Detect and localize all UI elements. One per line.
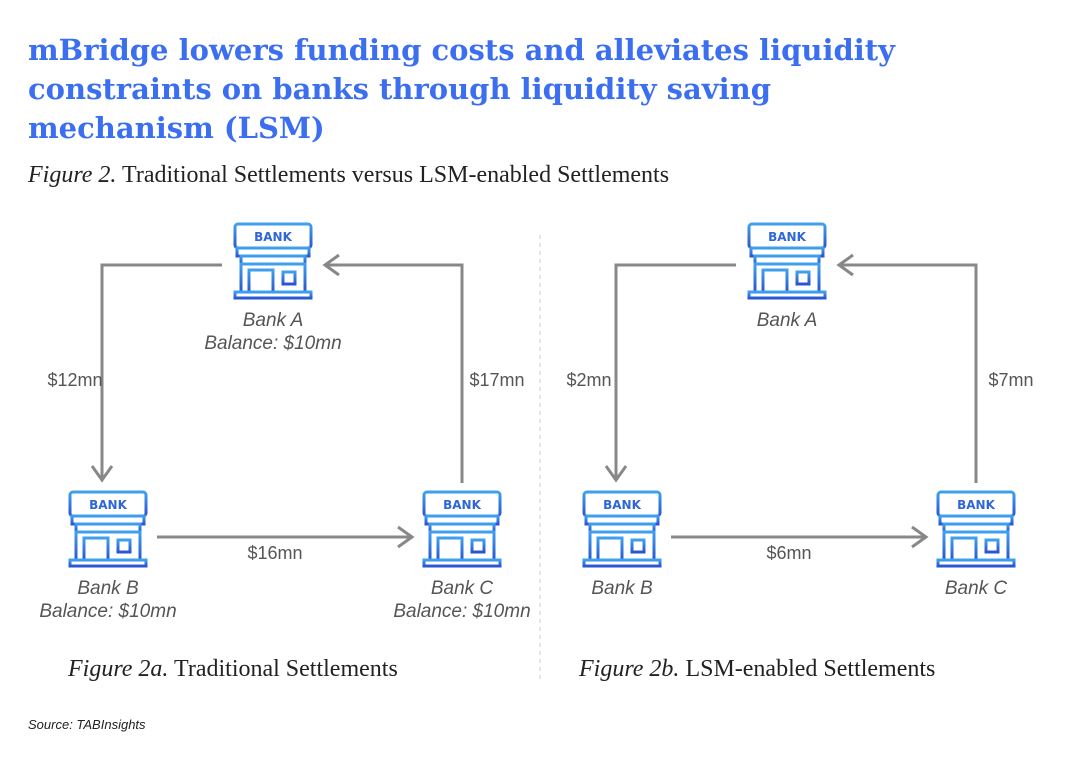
caption-label: Figure 2b. [578, 656, 679, 682]
title-line: mechanism (LSM) [28, 111, 325, 145]
title-line: constraints on banks through liquidity s… [28, 72, 771, 106]
arrow [614, 263, 736, 478]
icon-label: BANK [957, 498, 995, 512]
panel-caption: Figure 2a. Traditional Settlements [67, 656, 398, 682]
arrow [841, 263, 978, 483]
title-line: mBridge lowers funding costs and allevia… [28, 33, 896, 67]
bank-balance: Balance: $10mn [39, 601, 176, 622]
amount: $17mn [469, 370, 524, 390]
bank-label: Bank B [77, 578, 139, 599]
arrow-head [397, 525, 415, 549]
caption-label: Figure 2a. [67, 656, 168, 682]
arrow-head [911, 525, 929, 549]
bank-label: Bank C [945, 578, 1008, 599]
bank-balance: Balance: $10mn [204, 333, 341, 354]
bank-label: Bank C [431, 578, 494, 599]
arrow [327, 263, 464, 483]
amount: $6mn [766, 543, 811, 563]
arrow-head [322, 253, 340, 277]
figure-caption: Figure 2. Traditional Settlements versus… [27, 162, 669, 188]
icon-label: BANK [768, 230, 806, 244]
icon-label: BANK [603, 498, 641, 512]
icon-label: BANK [443, 498, 481, 512]
arrow [100, 263, 222, 478]
caption-text: Traditional Settlements [174, 656, 398, 682]
figure-label: Figure 2. [27, 162, 116, 188]
amount: $12mn [47, 370, 102, 390]
icon-label: BANK [89, 498, 127, 512]
bank-label: Bank B [591, 578, 653, 599]
source: Source: TABInsights [28, 717, 146, 732]
panel: BANK Bank A BANK Bank B BANK Bank C $2mn $7mn $6… [566, 222, 1034, 682]
icon-label: BANK [254, 230, 292, 244]
arrow-head [604, 465, 628, 483]
amount: $16mn [247, 543, 302, 563]
arrow-head [836, 253, 854, 277]
bank-label: Bank A [243, 310, 304, 331]
bank-label: Bank A [757, 310, 818, 331]
caption-text: LSM-enabled Settlements [685, 656, 935, 682]
amount: $2mn [566, 370, 611, 390]
amount: $7mn [988, 370, 1033, 390]
figure-text: Traditional Settlements versus LSM-enabl… [122, 162, 669, 188]
arrow-head [90, 465, 114, 483]
bank-balance: Balance: $10mn [393, 601, 530, 622]
panel-caption: Figure 2b. LSM-enabled Settlements [578, 656, 935, 682]
